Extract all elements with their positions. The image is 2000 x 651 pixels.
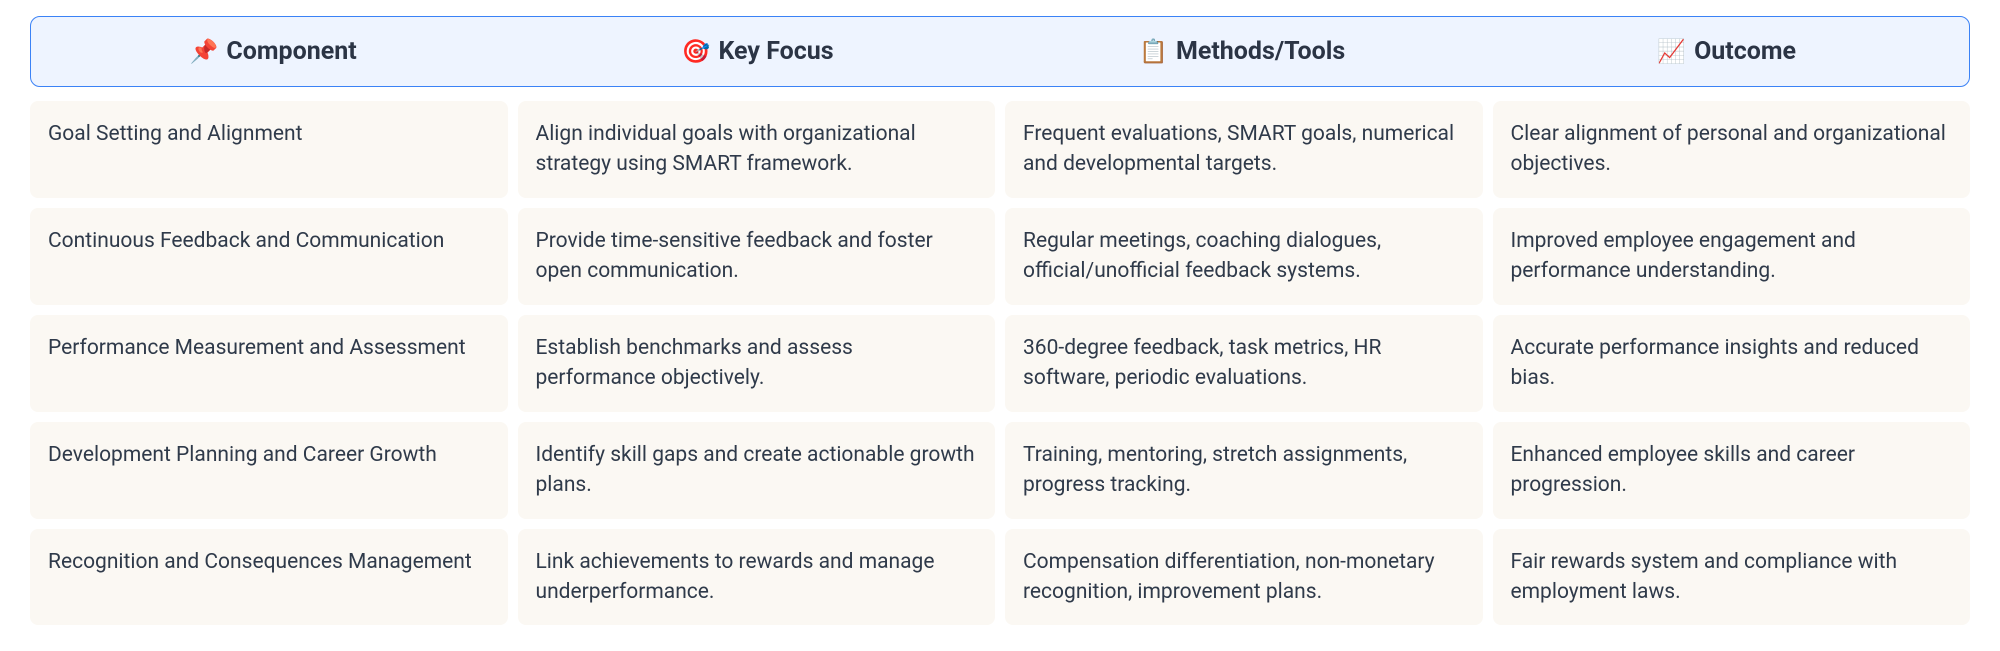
cell-key-focus: Link achievements to rewards and manage …: [518, 529, 996, 626]
cell-component: Development Planning and Career Growth: [30, 422, 508, 519]
header-label: Component: [226, 37, 356, 66]
table-row: Recognition and Consequences Management …: [30, 529, 1970, 626]
cell-outcome: Accurate performance insights and reduce…: [1493, 315, 1971, 412]
table-row: Continuous Feedback and Communication Pr…: [30, 208, 1970, 305]
header-methods: 📋 Methods/Tools: [1000, 17, 1485, 86]
cell-key-focus: Establish benchmarks and assess performa…: [518, 315, 996, 412]
header-label: Outcome: [1694, 37, 1796, 66]
header-key-focus: 🎯 Key Focus: [516, 17, 1001, 86]
cell-outcome: Fair rewards system and compliance with …: [1493, 529, 1971, 626]
cell-methods: Compensation differentiation, non-moneta…: [1005, 529, 1483, 626]
header-component: 📌 Component: [31, 17, 516, 86]
cell-methods: 360-degree feedback, task metrics, HR so…: [1005, 315, 1483, 412]
cell-outcome: Clear alignment of personal and organiza…: [1493, 101, 1971, 198]
clipboard-icon: 📋: [1139, 38, 1168, 65]
cell-component: Recognition and Consequences Management: [30, 529, 508, 626]
cell-component: Performance Measurement and Assessment: [30, 315, 508, 412]
cell-key-focus: Align individual goals with organization…: [518, 101, 996, 198]
header-label: Methods/Tools: [1176, 37, 1345, 66]
target-icon: 🎯: [682, 38, 711, 65]
header-label: Key Focus: [718, 37, 833, 66]
table-header-row: 📌 Component 🎯 Key Focus 📋 Methods/Tools …: [30, 16, 1970, 87]
cell-methods: Frequent evaluations, SMART goals, numer…: [1005, 101, 1483, 198]
performance-table: 📌 Component 🎯 Key Focus 📋 Methods/Tools …: [30, 16, 1970, 625]
cell-key-focus: Identify skill gaps and create actionabl…: [518, 422, 996, 519]
table-row: Goal Setting and Alignment Align individ…: [30, 101, 1970, 198]
table-row: Development Planning and Career Growth I…: [30, 422, 1970, 519]
table-row: Performance Measurement and Assessment E…: [30, 315, 1970, 412]
cell-key-focus: Provide time-sensitive feedback and fost…: [518, 208, 996, 305]
cell-outcome: Improved employee engagement and perform…: [1493, 208, 1971, 305]
header-outcome: 📈 Outcome: [1485, 17, 1970, 86]
cell-component: Continuous Feedback and Communication: [30, 208, 508, 305]
cell-component: Goal Setting and Alignment: [30, 101, 508, 198]
cell-methods: Regular meetings, coaching dialogues, of…: [1005, 208, 1483, 305]
pushpin-icon: 📌: [190, 38, 219, 65]
chart-icon: 📈: [1657, 38, 1686, 65]
cell-methods: Training, mentoring, stretch assignments…: [1005, 422, 1483, 519]
cell-outcome: Enhanced employee skills and career prog…: [1493, 422, 1971, 519]
